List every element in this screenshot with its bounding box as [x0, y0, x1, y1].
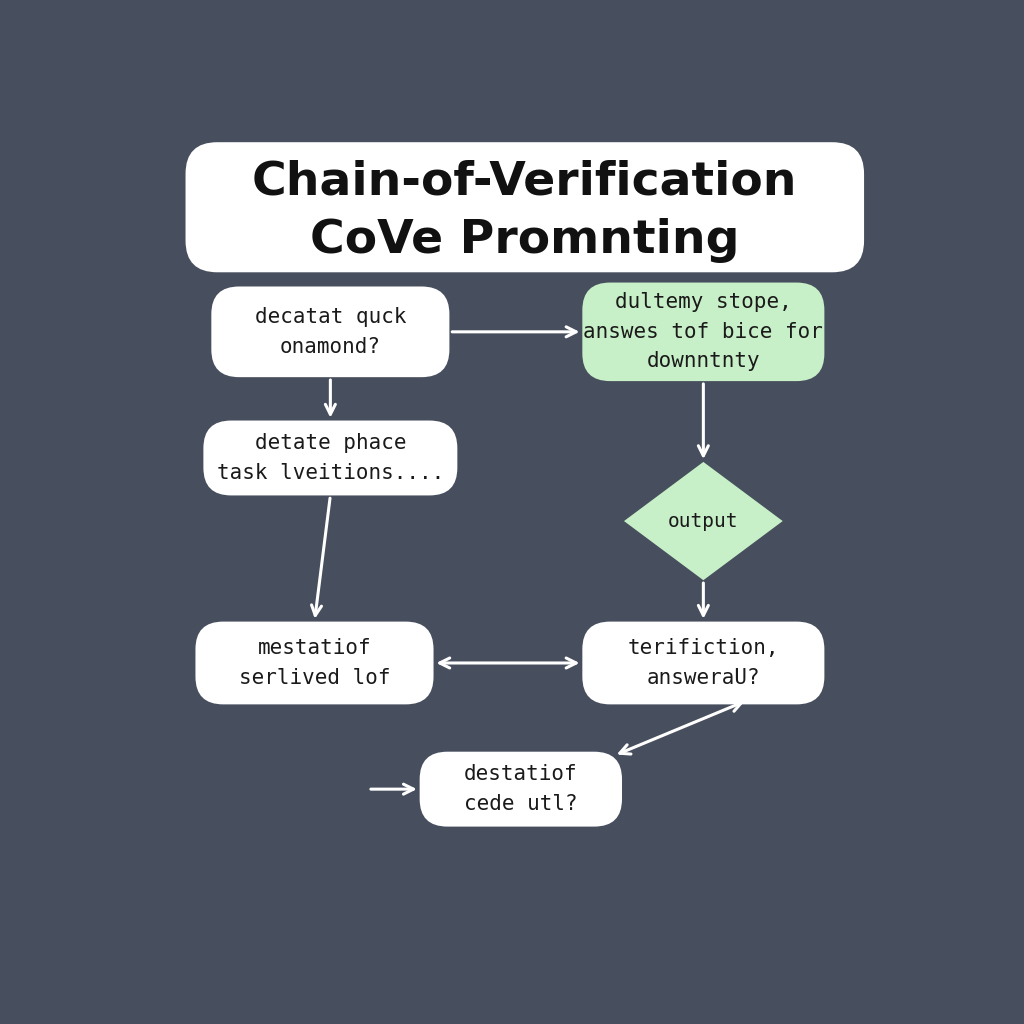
Text: output: output	[668, 512, 738, 530]
Text: decatat quck
onamond?: decatat quck onamond?	[255, 307, 407, 356]
Text: detate phace
task lveitions....: detate phace task lveitions....	[217, 433, 444, 482]
Text: terifiction,
answeraU?: terifiction, answeraU?	[628, 638, 779, 688]
Text: mestatiof
serlived lof: mestatiof serlived lof	[239, 638, 390, 688]
Text: Chain-of-Verification: Chain-of-Verification	[252, 160, 798, 205]
FancyBboxPatch shape	[204, 421, 458, 496]
FancyBboxPatch shape	[583, 622, 824, 705]
FancyBboxPatch shape	[583, 283, 824, 381]
FancyBboxPatch shape	[196, 622, 433, 705]
Text: dultemy stope,
answes tof bice for
downntnty: dultemy stope, answes tof bice for downn…	[584, 292, 823, 372]
Text: destatiof
cede utl?: destatiof cede utl?	[464, 764, 578, 814]
FancyBboxPatch shape	[211, 287, 450, 377]
Polygon shape	[624, 462, 782, 581]
FancyBboxPatch shape	[185, 142, 864, 272]
Text: CoVe Promnting: CoVe Promnting	[310, 218, 739, 263]
FancyBboxPatch shape	[420, 752, 622, 826]
